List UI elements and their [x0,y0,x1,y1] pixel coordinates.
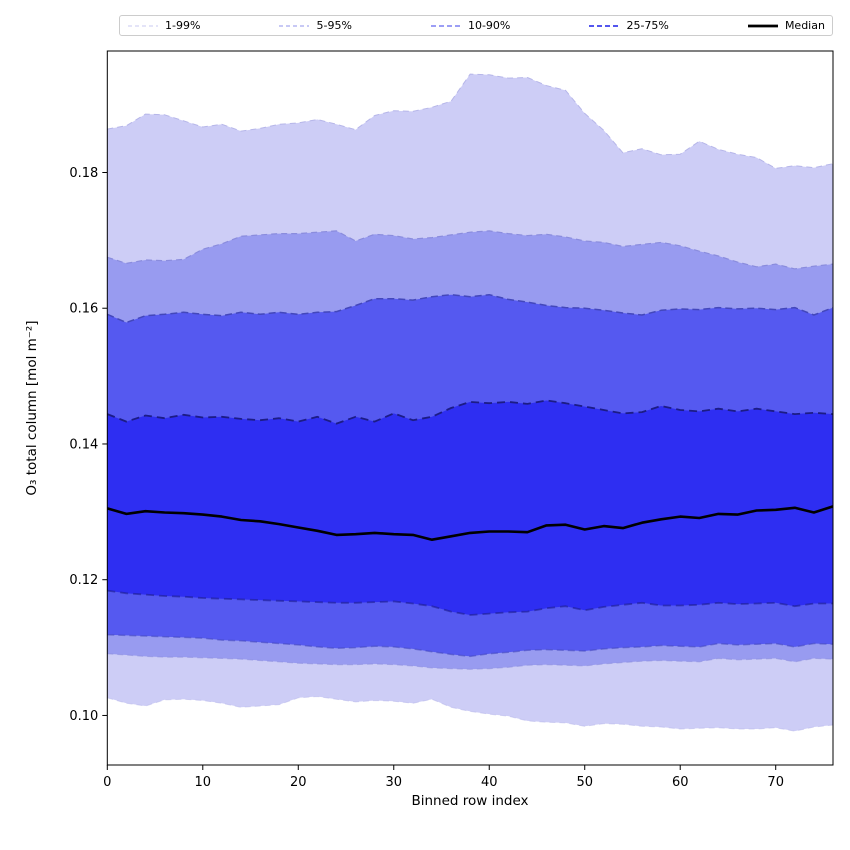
legend-line-sample-25-75 [589,24,620,27]
legend-item-5-95: 5-95% [278,19,352,32]
axes-frame [106,50,834,766]
legend-item-25-75: 25-75% [588,19,669,32]
y-tick-label: 0.12 [69,573,98,588]
lower-edge-10-90% [107,633,834,658]
legend-item-label: 1-99% [165,19,201,32]
lower-edge-5-95% [107,653,834,670]
legend-line-sample-median [747,24,778,27]
legend-item-label: 10-90% [467,19,511,32]
legend-item-1-99: 1-99% [127,20,200,31]
x-tick-label: 60 [672,775,689,790]
x-tick-label: 0 [103,775,111,790]
legend: 1-99% 5-95% 10-90% 25-75% Median [119,15,833,36]
x-tick-label: 50 [576,775,593,790]
lower-edge-25-75% [107,589,833,616]
y-tick-label: 0.16 [69,302,98,317]
upper-edge-1-99% [107,73,834,169]
upper-edge-25-75% [106,399,834,425]
legend-item-label: 25-75% [626,19,669,32]
bands-layer [107,74,834,732]
lower-edge-1-99% [107,696,834,732]
x-tick-label: 40 [481,775,498,790]
y-tick-label: 0.18 [69,166,98,181]
x-tick-label: 10 [195,775,212,790]
axes-layer: 0 10 20 30 40 50 60 70 0.10 0.12 0.14 0.16 0.18 [69,50,834,790]
x-axis-label: Binned row index [411,793,528,809]
upper-edge-10-90% [107,293,834,324]
x-tick-label: 30 [385,775,402,790]
median-line-layer [106,505,834,542]
band-edges-layer [106,73,834,732]
legend-item-10-90: 10-90% [430,20,510,31]
x-tick-label: 20 [290,775,307,790]
legend-item-median: Median [747,20,825,31]
y-tick-label: 0.14 [69,437,98,452]
x-tick-label: 70 [767,775,784,790]
legend-item-label: Median [784,19,825,32]
median-line [106,505,834,542]
y-tick-label: 0.10 [69,709,98,724]
band-25-75% [107,400,834,615]
legend-line-sample-5-95 [279,24,310,27]
upper-edge-5-95% [107,230,834,270]
legend-line-sample-1-99 [128,24,158,27]
y-axis-label: O₃ total column [mol m⁻²] [24,320,40,495]
legend-item-label: 5-95% [316,19,352,32]
legend-line-sample-10-90 [430,24,461,27]
